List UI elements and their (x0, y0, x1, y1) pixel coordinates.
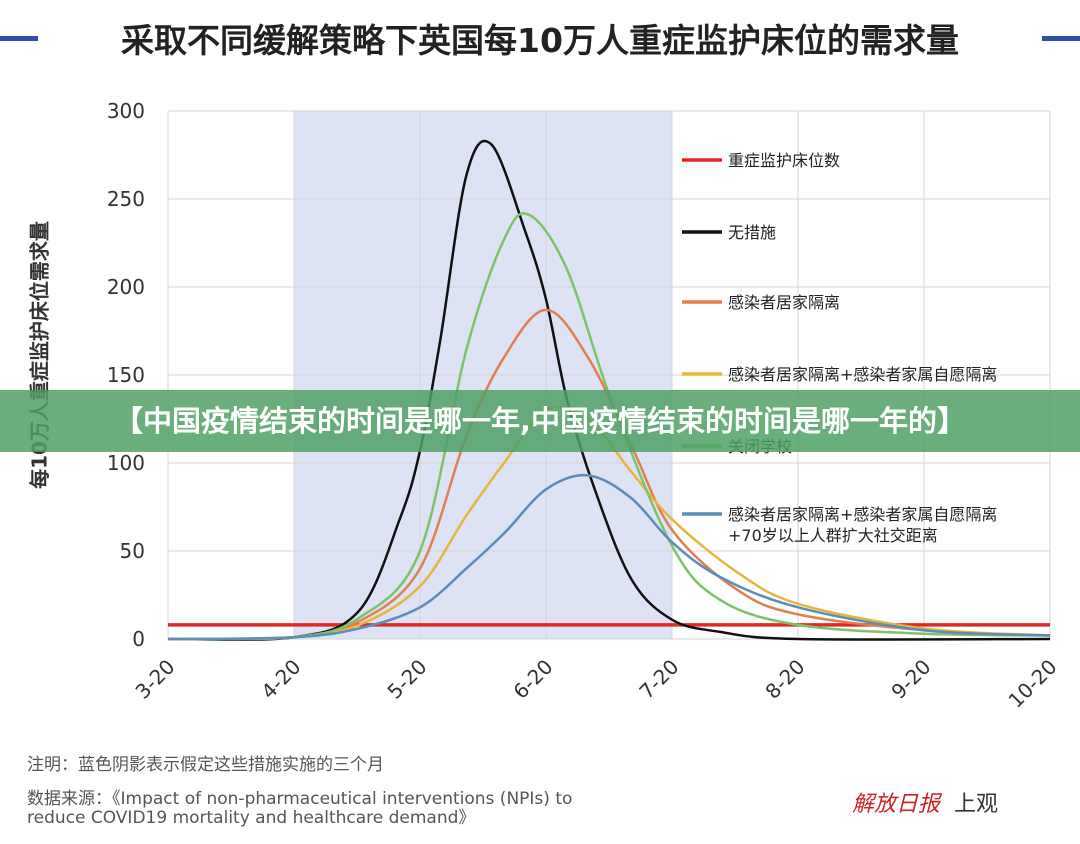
x-tick-label: 9-20 (886, 655, 935, 704)
y-tick-label: 300 (107, 99, 145, 123)
legend-label: 感染者居家隔离+感染者家属自愿隔离 (728, 365, 997, 384)
note-text: 注明：蓝色阴影表示假定这些措施实施的三个月 (27, 755, 384, 775)
y-tick-label: 150 (107, 363, 145, 387)
x-tick-label: 5-20 (382, 655, 431, 704)
legend-label: 感染者居家隔离+感染者家属自愿隔离+70岁以上人群扩大社交距离 (728, 505, 997, 545)
logo-jiefang: 解放日报 (852, 792, 941, 817)
y-tick-label: 250 (107, 187, 145, 211)
title-decoration-left (0, 36, 38, 41)
x-tick-label: 7-20 (634, 655, 683, 704)
overlay-banner: 【中国疫情结束的时间是哪一年,中国疫情结束的时间是哪一年的】 (0, 390, 1080, 452)
legend-label: 重症监护床位数 (728, 151, 840, 170)
source-line-1: 数据来源：《Impact of non-pharmaceutical inter… (27, 789, 573, 809)
x-tick-label: 3-20 (130, 655, 179, 704)
series-line (167, 308, 1051, 641)
logo-shangguan: 上观 (954, 792, 999, 817)
x-tick-label: 6-20 (508, 655, 557, 704)
series-line (167, 212, 1051, 641)
x-tick-label: 4-20 (256, 655, 305, 704)
x-tick-label: 10-20 (1003, 655, 1061, 713)
y-tick-label: 50 (120, 539, 145, 563)
y-tick-label: 100 (107, 451, 145, 475)
series-line (167, 473, 1051, 641)
series-line (167, 139, 1051, 642)
title-decoration-right (1042, 36, 1080, 41)
y-tick-label: 200 (107, 275, 145, 299)
legend-label: 无措施 (728, 223, 776, 242)
chart-title: 采取不同缓解策略下英国每10万人重症监护床位的需求量 (121, 21, 959, 60)
source-line-2: reduce COVID19 mortality and healthcare … (27, 808, 476, 828)
publisher-logos: 解放日报 上观 (852, 786, 998, 818)
x-tick-label: 8-20 (760, 655, 809, 704)
y-tick-label: 0 (132, 627, 145, 651)
legend-label: 感染者居家隔离 (728, 293, 840, 312)
